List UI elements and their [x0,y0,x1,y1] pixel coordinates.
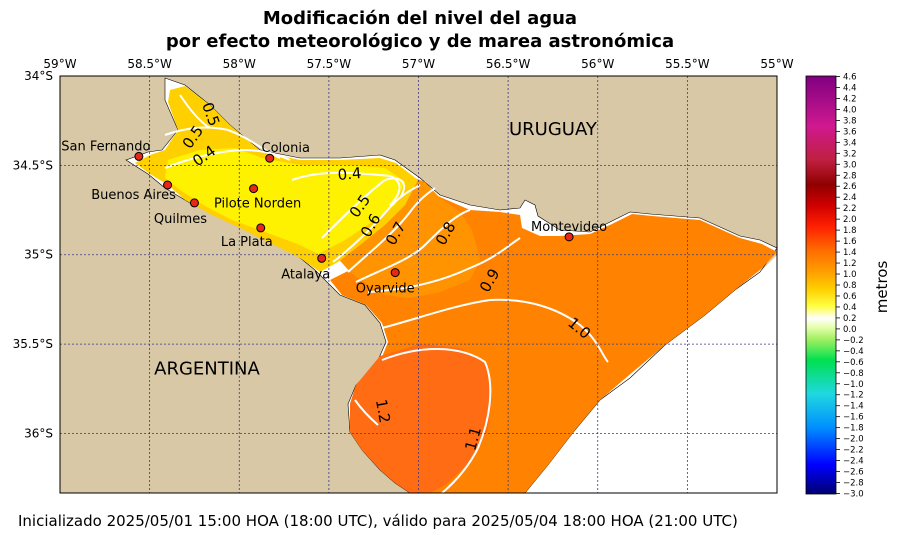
colorbar-tick-label: −3.0 [843,490,864,500]
station-label: Quilmes [154,212,207,227]
colorbar-tick-label: 4.4 [843,83,857,93]
colorbar-tick-label: 3.0 [843,160,857,170]
station-marker [134,151,144,161]
station-marker [163,180,173,190]
latitude-tick-label: 36°S [24,426,53,440]
colorbar-tick-label: 0.4 [843,303,857,313]
colorbar-tick-label: −1.8 [843,424,864,434]
map-frame [59,75,778,494]
colorbar-tick-label: 3.8 [843,116,857,126]
latitude-tick-label: 34°S [24,69,53,83]
station-marker [390,268,400,278]
longitude-tick-label: 58.5°W [127,57,172,71]
colorbar-tick-label: −0.4 [843,347,864,357]
region-label: URUGUAY [509,119,598,140]
colorbar-tick-label: 1.8 [843,226,857,236]
longitude-tick-label: 56°W [581,57,614,71]
colorbar-tick-label: 2.8 [843,171,857,181]
station-label: Pilote Norden [214,197,301,212]
station-marker [189,198,199,208]
longitude-tick-label: 57°W [402,57,435,71]
colorbar-unit-label: metros [873,261,891,314]
colorbar-tick-label: −0.2 [843,336,864,346]
station-label: San Fernando [61,139,150,154]
longitude-tick-label: 56.5°W [486,57,531,71]
colorbar-tick-label: −1.2 [843,391,864,401]
colorbar-tick-label: −1.4 [843,402,864,412]
station-label: Atalaya [281,267,330,282]
colorbar-tick-label: 3.6 [843,127,857,137]
validity-footer: Inicializado 2025/05/01 15:00 HOA (18:00… [18,512,738,530]
level-zone-1.2 [350,344,492,493]
colorbar-tick-label: −2.0 [843,435,864,445]
colorbar-tick-label: 3.4 [843,138,857,148]
colorbar-tick-label: 4.2 [843,94,857,104]
station-label: Oyarvide [356,282,415,297]
station-marker [317,253,327,263]
colorbar-tick-label: −2.8 [843,479,864,489]
station-label: Colonia [262,141,310,156]
colorbar [805,75,837,495]
station-marker [564,232,574,242]
colorbar-tick-label: 1.0 [843,270,857,280]
colorbar-tick-label: −2.6 [843,468,864,478]
colorbar-tick-label: 1.6 [843,237,857,247]
colorbar-tick-label: 3.2 [843,149,857,159]
level-zone-0.8 [335,172,480,298]
colorbar-tick-label: 2.4 [843,193,857,203]
latitude-tick-label: 35.5°S [13,337,53,351]
longitude-tick-label: 55°W [760,57,793,71]
station-marker [256,223,266,233]
colorbar-tick-label: 0.6 [843,292,857,302]
graticule [60,76,777,493]
contour-label: 1.2 [372,398,394,425]
colorbar-tick-label: 1.4 [843,248,857,258]
colorbar-tick-label: −2.2 [843,446,864,456]
station-marker [265,153,275,163]
station-label: La Plata [221,235,273,250]
contour-label: 1.1 [461,425,485,453]
colorbar-tick-label: −0.6 [843,358,864,368]
colorbar-tick-label: −1.0 [843,380,864,390]
colorbar-tick-label: −0.8 [843,369,864,379]
level-zone-0.4 [165,148,405,254]
colorbar-tick-label: −2.4 [843,457,864,467]
latitude-tick-label: 34.5°S [13,158,53,172]
colorbar-tick-label: −1.6 [843,413,864,423]
map-title-line-1: Modificación del nivel del agua [262,8,578,29]
colorbar-tick-label: 0.8 [843,281,857,291]
longitude-tick-label: 55.5°W [665,57,710,71]
longitude-tick-label: 59°W [43,57,76,71]
colorbar-tick-label: 2.0 [843,215,857,225]
station-marker [249,184,259,194]
colorbar-tick-label: 2.6 [843,182,857,192]
colorbar-tick-label: 0.2 [843,314,857,324]
colorbar-tick-label: 0.0 [843,325,857,335]
station-label: Montevideo [531,220,607,235]
station-label: Buenos Aires [91,188,176,203]
latitude-tick-label: 35°S [24,248,53,262]
longitude-tick-label: 57.5°W [307,57,352,71]
contour-lines [164,94,609,493]
map-title-line-2: por efecto meteorológico y de marea astr… [165,31,675,52]
longitude-tick-label: 58°W [223,57,256,71]
region-label: ARGENTINA [154,358,260,379]
colorbar-tick-label: 4.0 [843,105,857,115]
colorbar-tick-label: 4.6 [843,73,857,83]
contour-label: 0.4 [337,164,362,184]
colorbar-tick-label: 2.2 [843,204,857,214]
colorbar-tick-label: 1.2 [843,259,857,269]
